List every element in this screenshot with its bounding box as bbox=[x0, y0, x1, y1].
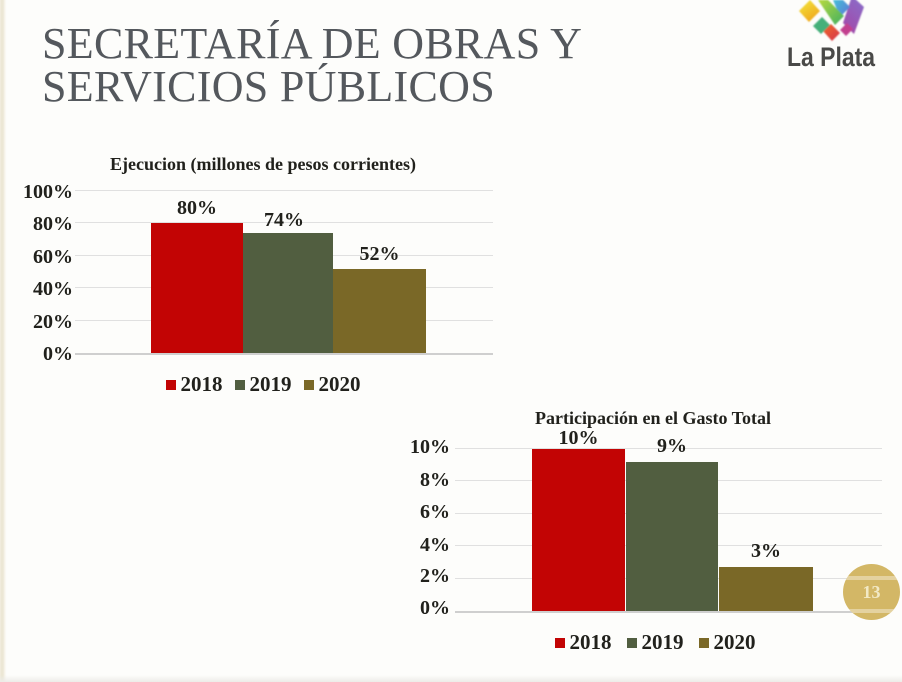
svg-text:La Plata: La Plata bbox=[787, 42, 876, 70]
